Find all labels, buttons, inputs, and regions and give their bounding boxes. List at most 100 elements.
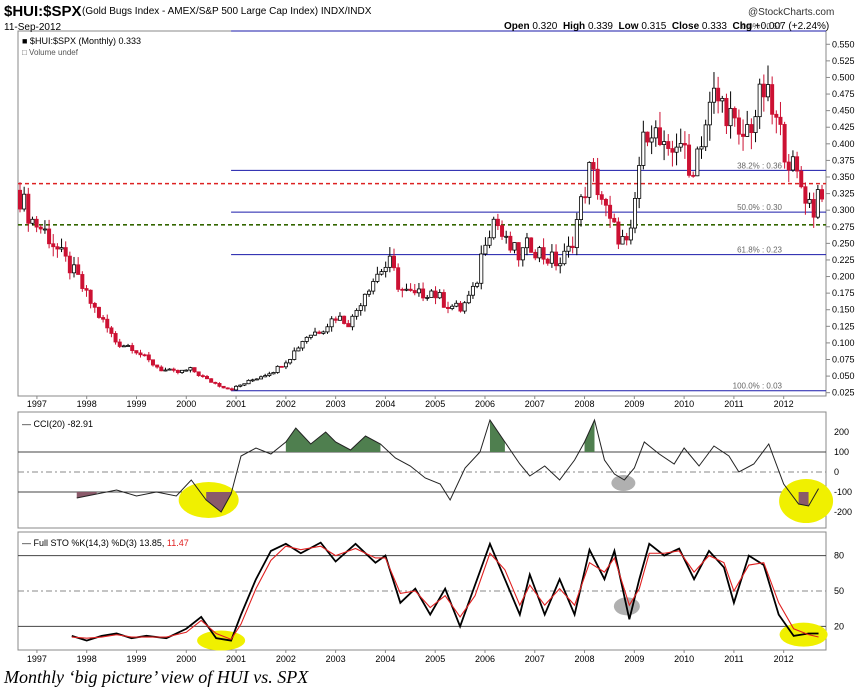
fib-label-4: 100.0% : 0.03 xyxy=(733,382,783,391)
candle-body xyxy=(524,237,529,249)
stoch-y-tick-label: 80 xyxy=(834,551,844,561)
candle-body xyxy=(375,273,380,282)
stoch-x-tick-label: 1997 xyxy=(27,654,47,664)
candle-body xyxy=(238,384,243,387)
candle-body xyxy=(17,189,22,210)
candle-body xyxy=(637,165,642,199)
price-x-tick-label: 2008 xyxy=(575,399,595,409)
candle-body xyxy=(441,292,446,308)
candle-body xyxy=(350,315,355,328)
cci-fill-oversold xyxy=(798,492,809,506)
price-y-tick-label: 0.275 xyxy=(832,222,855,232)
candle-body xyxy=(554,251,559,267)
candle-body xyxy=(63,247,68,257)
candle-body xyxy=(317,331,322,334)
candle-body xyxy=(217,383,222,387)
candle-body xyxy=(88,289,93,304)
candle-body xyxy=(105,318,110,329)
candle-body xyxy=(512,242,517,251)
candle-body xyxy=(254,378,259,381)
candle-body xyxy=(495,218,500,227)
candle-body xyxy=(558,263,563,267)
candle-body xyxy=(446,306,451,309)
candle-body xyxy=(603,199,608,206)
price-x-tick-label: 1999 xyxy=(126,399,146,409)
candle-body xyxy=(121,345,126,348)
candle-body xyxy=(367,290,372,295)
candle-body xyxy=(699,146,704,150)
candle-body xyxy=(633,197,638,229)
candle-body xyxy=(641,131,646,166)
price-y-tick-label: 0.125 xyxy=(832,321,855,331)
candle-body xyxy=(246,379,251,385)
stoch-y-tick-label: 50 xyxy=(834,586,844,596)
candle-body xyxy=(188,367,193,371)
candle-body xyxy=(425,297,430,299)
candle-body xyxy=(362,293,367,307)
candle-body xyxy=(416,288,421,294)
candle-body xyxy=(716,87,721,102)
high-label: High xyxy=(562,21,586,32)
candle-body xyxy=(412,290,417,294)
candle-body xyxy=(529,237,534,253)
stoch-x-tick-label: 2005 xyxy=(425,654,445,664)
candle-body xyxy=(213,381,218,384)
price-y-tick-label: 0.250 xyxy=(832,238,855,248)
candle-body xyxy=(313,331,318,336)
price-y-tick-label: 0.150 xyxy=(832,305,855,315)
open-label: Open xyxy=(504,21,530,32)
price-x-tick-label: 2004 xyxy=(375,399,395,409)
candle-body xyxy=(400,288,405,291)
candle-body xyxy=(811,199,816,218)
stoch-x-tick-label: 2006 xyxy=(475,654,495,664)
stockcharts-credit: @StockCharts.com xyxy=(748,7,835,18)
price-x-tick-label: 2002 xyxy=(276,399,296,409)
candle-body xyxy=(171,368,176,371)
candle-body xyxy=(608,204,613,219)
candle-body xyxy=(728,108,733,127)
candle-body xyxy=(520,247,525,261)
candle-body xyxy=(101,317,106,320)
candle-body xyxy=(587,162,592,198)
candle-body xyxy=(279,365,284,368)
candle-body xyxy=(649,137,654,143)
candle-body xyxy=(782,124,787,163)
candle-body xyxy=(736,117,741,135)
cci-y-tick-label: 100 xyxy=(834,447,849,457)
candle-body xyxy=(770,84,775,115)
candle-body xyxy=(408,288,413,291)
price-y-tick-label: 0.325 xyxy=(832,189,855,199)
candle-body xyxy=(138,352,143,356)
candle-body xyxy=(51,243,56,248)
candle-body xyxy=(342,315,347,324)
candle-body xyxy=(26,193,31,224)
candle-body xyxy=(749,124,754,134)
candle-body xyxy=(479,253,484,284)
price-panel-frame xyxy=(17,30,827,397)
candle-body xyxy=(562,250,567,265)
stoch-x-tick-label: 2003 xyxy=(326,654,346,664)
candle-body xyxy=(175,369,180,373)
candle-body xyxy=(815,189,820,218)
stoch-legend-label: — Full STO %K(14,3) %D(3) 13.85, 11.47 xyxy=(22,538,189,548)
price-y-tick-label: 0.225 xyxy=(832,255,855,265)
candle-body xyxy=(67,255,72,274)
candle-body xyxy=(130,345,135,351)
candle-body xyxy=(790,156,795,171)
cci-gray-mark-2008 xyxy=(611,475,636,491)
candle-body xyxy=(753,116,758,134)
candle-body xyxy=(724,98,729,127)
candle-body xyxy=(96,306,101,318)
candle-body xyxy=(437,292,442,299)
price-x-tick-label: 2007 xyxy=(525,399,545,409)
candle-body xyxy=(707,101,712,126)
candle-body xyxy=(745,124,750,137)
candle-body xyxy=(533,251,538,259)
candle-body xyxy=(250,379,255,382)
low-value: 0.315 xyxy=(641,21,667,32)
price-y-tick-label: 0.500 xyxy=(832,72,855,82)
candle-body xyxy=(304,336,309,342)
candle-body xyxy=(354,310,359,317)
candle-body xyxy=(765,84,770,98)
stoch-legend-d-value: 11.47 xyxy=(167,538,189,548)
